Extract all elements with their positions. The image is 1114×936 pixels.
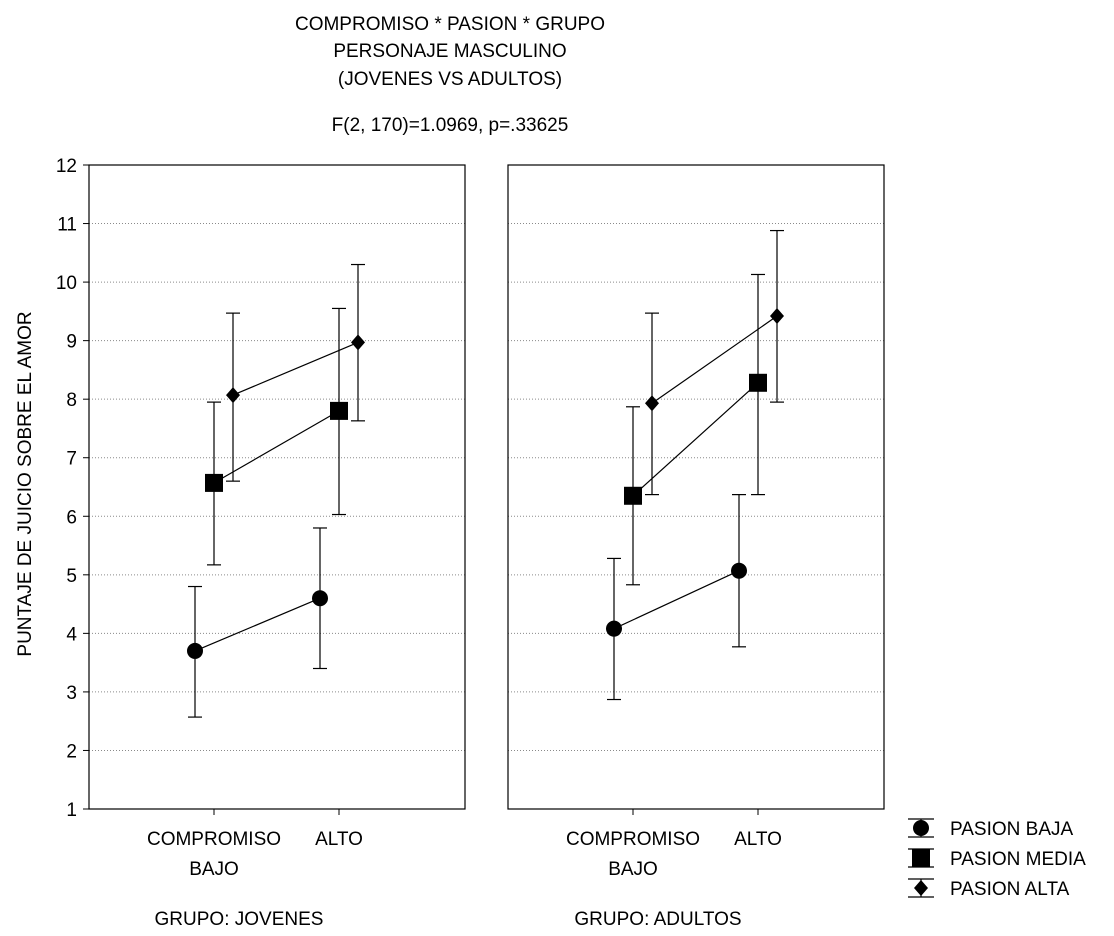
panel-jovenes: COMPROMISO BAJO ALTO GRUPO: JOVENES (88, 164, 466, 930)
data-point (645, 395, 659, 412)
legend-label: PASION ALTA (950, 879, 1070, 900)
y-tick-label: 10 (56, 273, 77, 294)
data-point (749, 373, 767, 392)
legend-label: PASION BAJA (950, 819, 1074, 840)
data-point (770, 308, 784, 325)
x-tick-label: BAJO (608, 859, 658, 880)
series-line (194, 597, 321, 652)
y-tick-label: 4 (66, 624, 77, 645)
x-tick-label: COMPROMISO (566, 829, 700, 850)
x-tick-label: COMPROMISO (147, 829, 281, 850)
y-axis-label: PUNTAJE DE JUICIO SOBRE EL AMOR (15, 311, 36, 656)
series-line (651, 315, 778, 404)
title-line: PERSONAJE MASCULINO (333, 41, 566, 62)
y-tick-label: 8 (66, 390, 77, 411)
panel-label: GRUPO: JOVENES (155, 909, 324, 930)
panel-adultos: COMPROMISO BAJO ALTO GRUPO: ADULTOS (507, 164, 885, 930)
title-line: F(2, 170)=1.0969, p=.33625 (332, 115, 569, 136)
series-line (632, 382, 759, 497)
legend-marker (914, 880, 928, 896)
plot-frame (88, 164, 466, 810)
series-line (613, 570, 740, 630)
y-tick-label: 12 (56, 156, 77, 177)
data-point (330, 401, 348, 420)
y-tick-label: 1 (66, 800, 77, 821)
title-line: COMPROMISO * PASION * GRUPO (295, 14, 605, 35)
data-point (351, 334, 365, 351)
x-tick-label: ALTO (734, 829, 782, 850)
plot-frame (507, 164, 885, 810)
y-tick-label: 11 (57, 215, 77, 236)
data-point (731, 562, 747, 579)
chart-title: COMPROMISO * PASION * GRUPO PERSONAJE MAS… (295, 14, 605, 136)
legend: PASION BAJA PASION MEDIA PASION ALTA (908, 818, 1086, 900)
data-point (187, 642, 203, 659)
y-tick-label: 3 (66, 683, 77, 704)
y-tick-label: 7 (66, 449, 77, 470)
y-tick-label: 6 (66, 507, 77, 528)
data-point (312, 590, 328, 607)
data-point (606, 620, 622, 637)
data-point (226, 387, 240, 404)
data-point (205, 473, 223, 492)
x-tick-label: BAJO (189, 859, 239, 880)
legend-label: PASION MEDIA (950, 849, 1086, 870)
series-line (232, 341, 359, 396)
x-tick-label: ALTO (315, 829, 363, 850)
y-tick-label: 9 (66, 332, 77, 353)
y-tick-label: 5 (66, 566, 77, 587)
legend-marker (912, 849, 930, 867)
data-point (624, 486, 642, 505)
panel-label: GRUPO: ADULTOS (574, 909, 741, 930)
y-tick-label: 2 (66, 741, 77, 762)
title-line: (JOVENES VS ADULTOS) (338, 69, 562, 90)
series-line (213, 410, 340, 484)
legend-marker (913, 820, 929, 836)
